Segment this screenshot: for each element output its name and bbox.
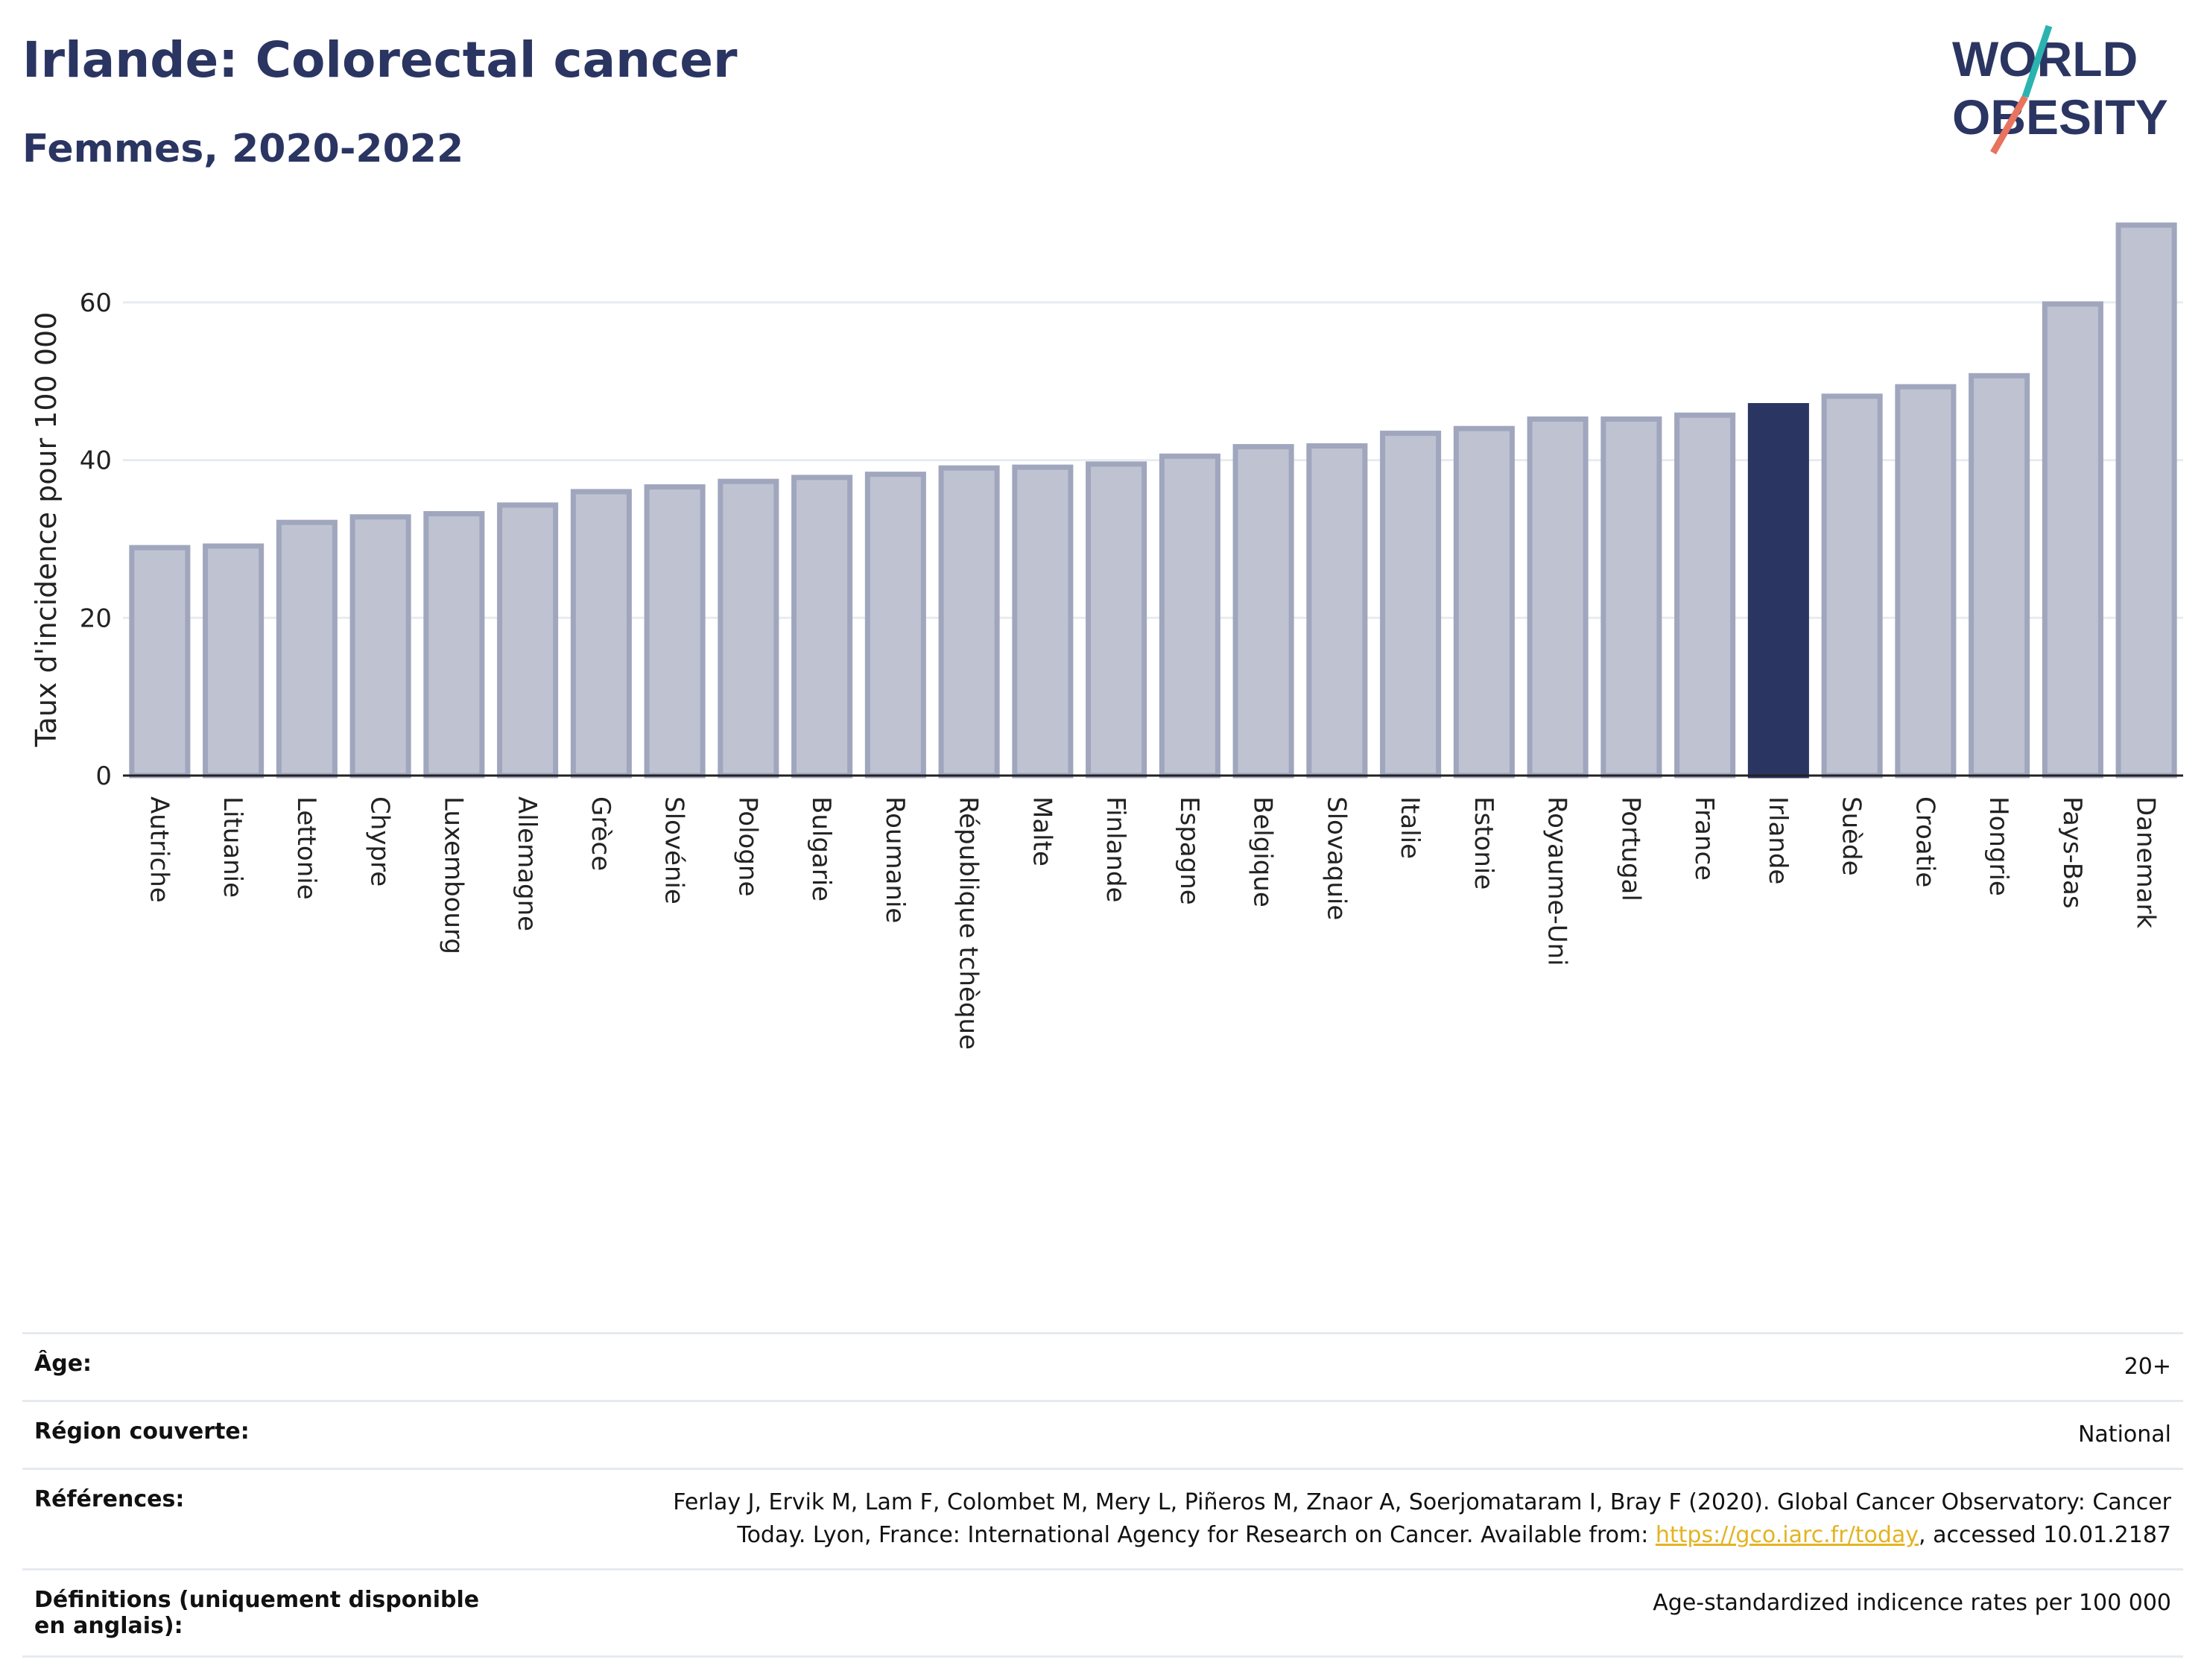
bar — [1159, 453, 1220, 779]
x-tick-label: Hongrie — [1983, 796, 2013, 896]
x-tick-label: Suède — [1837, 796, 1866, 876]
meta-row-definitions: Définitions (uniquement disponible en an… — [22, 1568, 2183, 1658]
x-tick-label: Italie — [1395, 796, 1425, 859]
meta-row-references: Références: Ferlay J, Ervik M, Lam F, Co… — [22, 1468, 2183, 1570]
bar — [497, 502, 559, 779]
region-value: National — [523, 1400, 2183, 1469]
bar — [1895, 384, 1957, 779]
bar — [1969, 373, 2030, 779]
bar — [1380, 431, 1442, 779]
x-tick-label: Finlande — [1101, 796, 1130, 902]
y-tick-label: 40 — [80, 446, 112, 476]
chart-subtitle: Femmes, 2020-2022 — [22, 127, 464, 171]
bar — [718, 478, 779, 779]
bar — [791, 475, 853, 779]
bar — [1600, 416, 1662, 779]
logo-line2: OBESITY — [1952, 89, 2168, 145]
bar — [1086, 461, 1147, 779]
x-tick-label: Allemagne — [512, 796, 542, 931]
x-tick-label: Estonie — [1469, 796, 1498, 890]
x-tick-label: Autriche — [144, 796, 174, 903]
y-tick-labels: 0 20 40 60 — [80, 288, 112, 791]
y-tick-label: 20 — [80, 603, 112, 633]
bar — [938, 465, 1000, 779]
references-line1: Ferlay J, Ervik M, Lam F, Colombet M, Me… — [673, 1489, 2171, 1515]
x-tick-label: Roumanie — [880, 796, 910, 923]
x-tick-label: Croatie — [1910, 796, 1939, 887]
references-accessed: , accessed 10.01.2187 — [1919, 1522, 2171, 1548]
meta-row-region: Région couverte: National — [22, 1400, 2183, 1469]
bar — [644, 484, 706, 779]
bar — [276, 519, 338, 779]
age-label: Âge: — [22, 1332, 523, 1401]
bar-highlighted — [1747, 403, 1809, 779]
logo-slash-lower — [1990, 95, 2028, 155]
y-axis-label: Taux d'incidence pour 100 000 — [30, 312, 63, 748]
x-tick-label: Luxembourg — [438, 796, 468, 954]
x-tick-label: Espagne — [1174, 796, 1204, 905]
definitions-label: Définitions (uniquement disponible en an… — [22, 1568, 523, 1658]
x-tick-label: Portugal — [1615, 796, 1645, 901]
x-tick-label: Grèce — [586, 796, 615, 871]
bar — [1674, 412, 1736, 779]
bar — [1012, 464, 1074, 779]
chart-title: Irlande: Colorectal cancer — [22, 31, 738, 89]
x-tick-label: Danemark — [2131, 796, 2161, 928]
x-tick-label: Pays-Bas — [2057, 796, 2087, 909]
references-line2: Today. Lyon, France: International Agenc… — [737, 1522, 1656, 1548]
x-tick-label: Royaume-Uni — [1542, 796, 1572, 966]
bar-chart: 0 20 40 60 Autriche Lituanie Lettonie Chypre Lu… — [30, 222, 2183, 1050]
bar — [423, 511, 485, 779]
bars — [129, 222, 2177, 779]
x-tick-label: Slovénie — [659, 796, 689, 904]
y-tick-label: 60 — [80, 288, 112, 318]
world-obesity-logo: WORLD OBESITY — [1952, 25, 2168, 155]
definitions-value: Age-standardized indicence rates per 100… — [523, 1568, 2183, 1658]
bar — [349, 514, 411, 779]
references-link[interactable]: https://gco.iarc.fr/today — [1655, 1522, 1919, 1548]
meta-row-age: Âge: 20+ — [22, 1332, 2183, 1401]
bar — [1821, 393, 1883, 779]
references-value: Ferlay J, Ervik M, Lam F, Colombet M, Me… — [523, 1468, 2183, 1570]
x-tick-label: Irlande — [1763, 796, 1793, 884]
bar — [2042, 301, 2103, 779]
references-label: Références: — [22, 1468, 523, 1570]
x-tick-label: Bulgarie — [806, 796, 836, 901]
x-tick-label: Lituanie — [218, 796, 247, 898]
bar — [1306, 443, 1368, 779]
age-value: 20+ — [523, 1332, 2183, 1401]
bar — [570, 489, 632, 779]
y-tick-label: 0 — [95, 761, 112, 791]
logo-slash-upper — [2021, 25, 2053, 98]
bar — [864, 472, 926, 779]
bar — [1453, 425, 1515, 779]
x-tick-label: Belgique — [1248, 796, 1278, 907]
x-tick-label: Chypre — [365, 796, 395, 887]
x-tick-label: France — [1689, 796, 1719, 881]
x-tick-label: Slovaquie — [1321, 796, 1351, 920]
bar — [129, 545, 191, 779]
region-label: Région couverte: — [22, 1400, 523, 1469]
x-tick-label: Pologne — [732, 796, 762, 896]
x-tick-label: Lettonie — [291, 796, 321, 900]
bar — [203, 543, 265, 779]
x-tick-labels: Autriche Lituanie Lettonie Chypre Luxembourg… — [144, 796, 2160, 1050]
bar — [1527, 416, 1589, 779]
x-tick-label: République tchèque — [954, 796, 984, 1050]
bar — [1232, 444, 1294, 779]
x-tick-label: Malte — [1027, 796, 1057, 866]
bar — [2115, 222, 2177, 779]
metadata-table: Âge: 20+ Région couverte: National Référ… — [22, 1332, 2183, 1658]
